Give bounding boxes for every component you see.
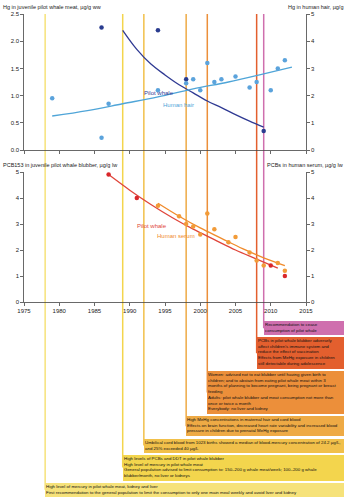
svg-text:2: 2 xyxy=(16,247,20,253)
svg-text:0: 0 xyxy=(16,299,20,305)
svg-text:1980: 1980 xyxy=(53,308,67,314)
svg-text:0.0: 0.0 xyxy=(11,147,20,153)
svg-text:3: 3 xyxy=(311,66,315,72)
svg-text:High levels of PCBs and DDT in: High levels of PCBs and DDT in pilot wha… xyxy=(124,456,317,478)
svg-text:1.5: 1.5 xyxy=(11,66,20,72)
svg-text:0: 0 xyxy=(311,299,315,305)
svg-text:Pilot whale: Pilot whale xyxy=(137,223,167,229)
svg-text:2010: 2010 xyxy=(264,308,278,314)
svg-text:1975: 1975 xyxy=(17,308,31,314)
svg-text:PCBs in pilot whale blubber ad: PCBs in pilot whale blubber adverselyaff… xyxy=(258,338,335,366)
svg-text:Human serum: Human serum xyxy=(157,233,195,239)
svg-text:Human hair: Human hair xyxy=(163,102,194,108)
svg-text:PCB153 in juvenile pilot whale: PCB153 in juvenile pilot whale blubber, … xyxy=(3,162,117,168)
svg-text:Umbilical cord blood from 1023: Umbilical cord blood from 1023 births sh… xyxy=(145,440,341,451)
svg-text:1995: 1995 xyxy=(158,308,172,314)
svg-text:0.5: 0.5 xyxy=(11,120,20,126)
svg-text:4: 4 xyxy=(16,195,20,201)
svg-text:2015: 2015 xyxy=(299,308,313,314)
svg-text:Hg in juvenile pilot whale mea: Hg in juvenile pilot whale meat, µg/g ww xyxy=(3,4,101,10)
svg-text:5: 5 xyxy=(311,11,315,17)
svg-text:1: 1 xyxy=(311,273,315,279)
svg-text:1990: 1990 xyxy=(123,308,137,314)
svg-text:3: 3 xyxy=(16,221,20,227)
svg-text:3: 3 xyxy=(311,221,315,227)
svg-text:1.0: 1.0 xyxy=(11,93,20,99)
svg-text:5: 5 xyxy=(311,169,315,175)
svg-text:1: 1 xyxy=(311,120,315,126)
svg-text:5: 5 xyxy=(16,169,20,175)
svg-text:2: 2 xyxy=(311,247,315,253)
svg-text:Women: advised not to eat blub: Women: advised not to eat blubber until … xyxy=(208,372,336,411)
svg-text:High level of mercury in pilot: High level of mercury in pilot whale mea… xyxy=(46,484,297,495)
svg-text:1: 1 xyxy=(16,273,20,279)
svg-text:0: 0 xyxy=(311,147,315,153)
svg-text:2.5: 2.5 xyxy=(11,11,20,17)
svg-text:4: 4 xyxy=(311,195,315,201)
svg-text:2: 2 xyxy=(311,93,315,99)
svg-text:PCBs in human serum, µg/g lw: PCBs in human serum, µg/g lw xyxy=(267,162,343,168)
svg-text:Hg in human hair, µg/g: Hg in human hair, µg/g xyxy=(288,4,343,10)
svg-text:Pilot whale: Pilot whale xyxy=(144,90,174,96)
svg-text:2000: 2000 xyxy=(194,308,208,314)
svg-text:High MeHg concentrations in ma: High MeHg concentrations in maternal hai… xyxy=(187,417,338,433)
svg-text:1985: 1985 xyxy=(88,308,102,314)
svg-text:2005: 2005 xyxy=(229,308,243,314)
svg-text:2.0: 2.0 xyxy=(11,38,20,44)
svg-text:Recommendation to ceaseconsump: Recommendation to ceaseconsumption of pi… xyxy=(265,322,318,333)
svg-text:4: 4 xyxy=(311,38,315,44)
